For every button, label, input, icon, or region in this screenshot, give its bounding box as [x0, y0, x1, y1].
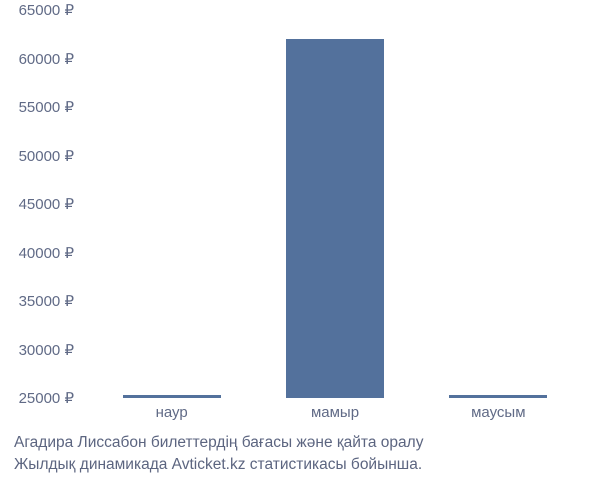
x-tick-label: наур: [156, 404, 188, 421]
y-tick-label: 30000 ₽: [0, 341, 80, 359]
chart-container: 25000 ₽ 30000 ₽ 35000 ₽ 40000 ₽ 45000 ₽ 50000…: [0, 0, 600, 500]
y-tick-label: 25000 ₽: [0, 389, 80, 407]
x-tick-label: мамыр: [311, 404, 359, 421]
x-tick-label: маусым: [471, 404, 525, 421]
y-tick-label: 50000 ₽: [0, 147, 80, 165]
bar: [123, 395, 221, 398]
caption-line-1: Агадира Лиссабон билеттердің бағасы және…: [14, 434, 423, 451]
bar: [286, 39, 384, 398]
y-tick-label: 35000 ₽: [0, 292, 80, 310]
bar: [449, 395, 547, 398]
caption-line-2: Жылдық динамикада Avticket.kz статистика…: [14, 454, 592, 476]
y-tick-label: 65000 ₽: [0, 1, 80, 19]
chart-caption: Агадира Лиссабон билеттердің бағасы және…: [14, 432, 592, 477]
y-tick-label: 60000 ₽: [0, 50, 80, 68]
y-tick-label: 55000 ₽: [0, 98, 80, 116]
y-tick-label: 40000 ₽: [0, 244, 80, 262]
y-tick-label: 45000 ₽: [0, 195, 80, 213]
plot-area: [90, 10, 580, 398]
